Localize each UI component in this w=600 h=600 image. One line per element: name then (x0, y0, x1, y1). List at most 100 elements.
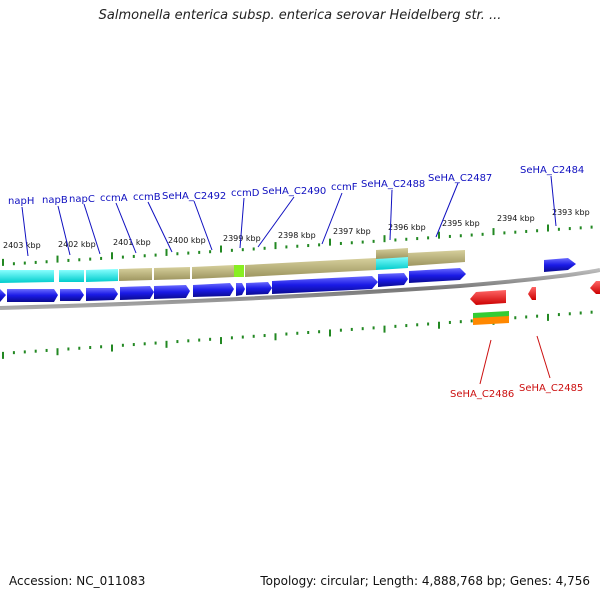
gene-label[interactable]: SeHA_C2484 (520, 165, 584, 176)
gene-label[interactable]: SeHA_C2492 (162, 191, 226, 202)
minor-tick (34, 260, 37, 264)
gene-label[interactable]: napB (42, 195, 68, 206)
gene-arrow-reverse[interactable] (470, 290, 506, 305)
khaki-feature[interactable] (192, 265, 234, 279)
minor-tick (252, 334, 255, 338)
gene-arrow[interactable] (272, 276, 378, 294)
gene-arrow-reverse[interactable] (528, 287, 536, 300)
gene-label[interactable]: ccmA (100, 193, 128, 204)
gene-arrow-reverse[interactable] (590, 281, 600, 294)
minor-tick (176, 340, 179, 344)
gene-label[interactable]: SeHA_C2488 (361, 179, 425, 190)
gene-label[interactable]: ccmF (331, 182, 358, 193)
gene-arrow[interactable] (409, 268, 466, 283)
minor-tick (361, 240, 364, 244)
minor-tick (427, 322, 430, 326)
khaki-feature[interactable] (376, 248, 408, 259)
ruler-label: 2393 kbp (552, 208, 590, 217)
minor-tick (89, 257, 92, 261)
minor-tick (427, 236, 430, 240)
minor-tick (557, 227, 560, 231)
accession-label: Accession: NC_011083 (9, 574, 146, 588)
minor-tick (307, 244, 310, 248)
khaki-feature[interactable] (408, 250, 465, 266)
khaki-feature[interactable] (245, 258, 376, 277)
gene-label[interactable]: ccmD (231, 188, 260, 199)
ruler-label: 2397 kbp (333, 227, 371, 236)
genome-summary: Topology: circular; Length: 4,888,768 bp… (260, 574, 590, 588)
minor-tick (89, 346, 92, 350)
minor-tick (590, 310, 593, 314)
minor-tick (459, 320, 462, 324)
gene-label[interactable]: napH (8, 196, 34, 207)
gene-arrow[interactable] (544, 258, 576, 272)
minor-tick (372, 326, 375, 330)
major-tick (220, 245, 222, 253)
minor-tick (307, 330, 310, 334)
ruler-label: 2396 kbp (388, 223, 426, 232)
minor-tick (67, 347, 70, 351)
minor-tick (121, 343, 124, 347)
gene-arrows-forward (0, 258, 576, 302)
minor-tick (154, 253, 157, 257)
khaki-feature[interactable] (119, 268, 152, 281)
major-tick (274, 333, 277, 341)
minor-tick (209, 337, 212, 341)
minor-tick (241, 248, 244, 252)
gene-label[interactable]: SeHA_C2487 (428, 173, 492, 184)
khaki-feature[interactable] (154, 267, 190, 280)
minor-tick (405, 237, 408, 241)
minor-tick (45, 260, 48, 264)
cyan-feature[interactable] (86, 269, 118, 282)
minor-tick (481, 232, 484, 236)
minor-tick (361, 327, 364, 331)
minor-tick (339, 328, 342, 332)
major-tick (56, 348, 59, 356)
major-tick (165, 248, 168, 256)
lime-feature[interactable] (234, 265, 244, 277)
orange-feature[interactable] (473, 316, 509, 325)
gene-label[interactable]: SeHA_C2486 (450, 389, 514, 400)
gene-arrow[interactable] (193, 283, 234, 297)
gene-arrow[interactable] (86, 288, 118, 301)
minor-tick (132, 343, 135, 347)
minor-tick (536, 314, 539, 318)
gene-arrow[interactable] (60, 289, 84, 301)
major-tick (220, 337, 222, 345)
minor-tick (514, 316, 517, 320)
gene-label[interactable]: ccmB (133, 192, 161, 203)
minor-tick (100, 256, 103, 260)
minor-tick (198, 338, 201, 342)
cyan-feature[interactable] (0, 270, 54, 283)
minor-tick (416, 237, 419, 241)
major-tick (547, 313, 549, 321)
minor-tick (579, 311, 582, 315)
minor-tick (209, 250, 212, 254)
major-tick (165, 340, 168, 348)
gene-arrow[interactable] (7, 289, 58, 302)
major-tick (383, 325, 386, 333)
gene-label[interactable]: SeHA_C2485 (519, 383, 583, 394)
gene-arrow[interactable] (0, 289, 6, 302)
gene-label[interactable]: napC (69, 194, 95, 205)
gene-arrows-reverse (470, 281, 600, 325)
minor-tick (121, 255, 124, 259)
cyan-feature[interactable] (376, 256, 408, 270)
minor-tick (350, 327, 353, 331)
label-leaders-top (21, 175, 557, 257)
cyan-feature[interactable] (59, 270, 84, 282)
gene-arrow[interactable] (120, 286, 154, 300)
minor-tick (525, 229, 528, 233)
minor-tick (448, 320, 451, 324)
minor-tick (45, 348, 48, 352)
minor-tick (132, 254, 135, 258)
gene-arrow[interactable] (236, 283, 245, 296)
gene-label[interactable]: SeHA_C2490 (262, 186, 326, 197)
minor-tick (34, 349, 37, 353)
minor-tick (252, 247, 255, 251)
minor-tick (503, 231, 506, 235)
gene-arrow[interactable] (246, 282, 272, 295)
gene-arrow[interactable] (154, 285, 190, 299)
gene-arrow[interactable] (378, 273, 408, 287)
